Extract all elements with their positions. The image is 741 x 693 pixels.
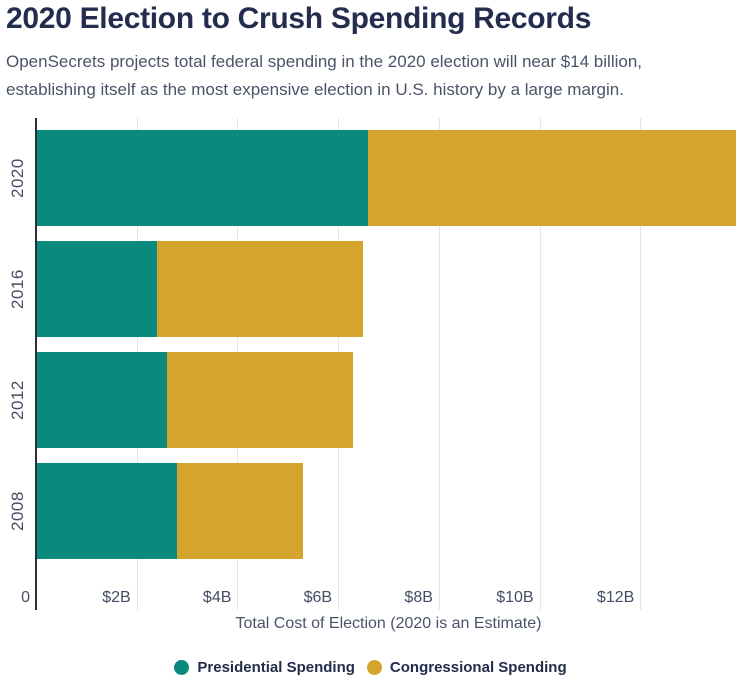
bar-2020-congressional-spending[interactable] (368, 130, 736, 226)
y-axis-line (35, 118, 37, 610)
bar-2012-congressional-spending[interactable] (166, 352, 354, 448)
plot-area: 0 $2B $4B $6B $8B $10B $12B (21, 118, 741, 610)
y-axis-label-2016: 2016 (8, 269, 27, 309)
legend-label-presidential-spending: Presidential Spending (197, 659, 355, 676)
x-axis-tick--12b: $12B (596, 589, 635, 606)
bar-2020-presidential-spending[interactable] (36, 130, 369, 226)
x-axis-title: Total Cost of Election (2020 is an Estim… (235, 615, 542, 632)
legend: Presidential Spending Congressional Spend… (0, 659, 741, 676)
x-axis-tick--10b: $10B (496, 589, 534, 606)
legend-dot-presidential-spending-icon (174, 660, 190, 675)
y-axis-label-2008: 2008 (8, 491, 27, 531)
bar-2012-presidential-spending[interactable] (36, 352, 167, 448)
legend-label-congressional-spending: Congressional Spending (389, 659, 567, 676)
legend-item-presidential-spending[interactable]: Presidential Spending (174, 659, 355, 676)
bar-2016-presidential-spending[interactable] (36, 241, 157, 337)
bar-2008-congressional-spending[interactable] (177, 463, 303, 559)
chart-subtitle-line1: OpenSecrets projects total federal spend… (6, 52, 643, 71)
bar-2016-congressional-spending[interactable] (156, 241, 364, 337)
x-axis-tick-0: 0 (21, 589, 30, 606)
legend-dot-congressional-spending-icon (366, 660, 382, 675)
x-axis-tick--4b: $4B (202, 589, 232, 606)
gridline--12b (640, 118, 642, 610)
chart-title: 2020 Election to Crush Spending Records (6, 2, 592, 35)
bar-2008-presidential-spending[interactable] (36, 463, 177, 559)
y-axis-label-2012: 2012 (8, 380, 27, 420)
x-axis-tick--8b: $8B (404, 589, 433, 606)
gridline--8b (438, 118, 440, 610)
x-axis-tick--6b: $6B (303, 589, 333, 606)
x-axis-tick--2b: $2B (102, 589, 131, 606)
gridline--10b (539, 118, 541, 610)
legend-item-congressional-spending[interactable]: Congressional Spending (366, 659, 567, 676)
chart-subtitle-line2: establishing itself as the most expensiv… (6, 80, 624, 99)
y-axis-label-2020: 2020 (8, 158, 27, 198)
